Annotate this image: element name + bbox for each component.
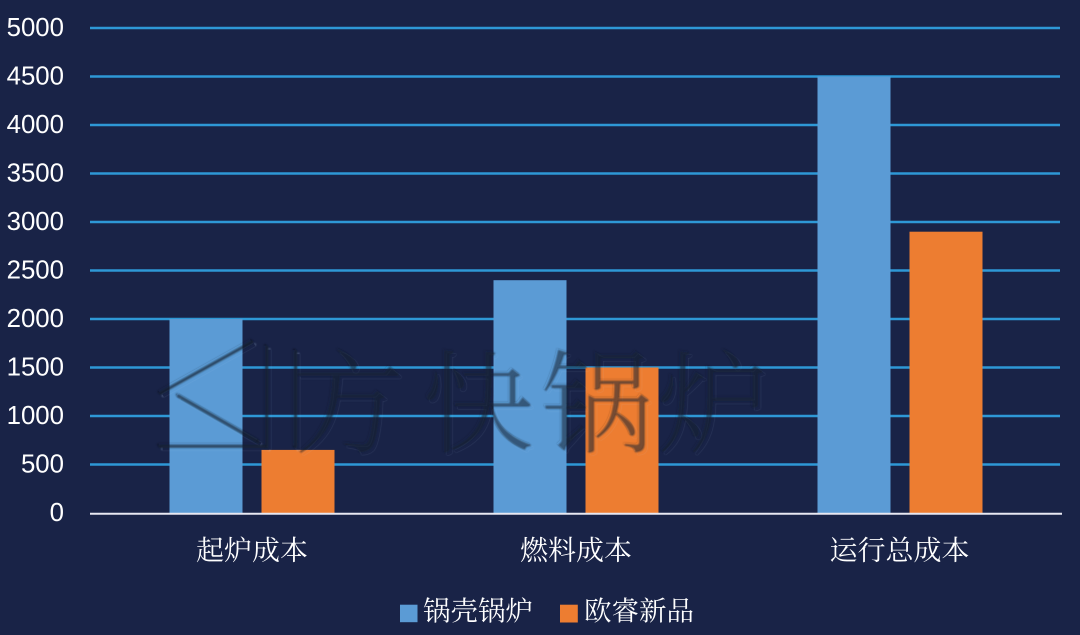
svg-text:4500: 4500 xyxy=(7,63,64,91)
svg-text:500: 500 xyxy=(21,451,64,479)
svg-text:2000: 2000 xyxy=(7,305,64,333)
svg-text:4000: 4000 xyxy=(7,111,64,139)
svg-text:1000: 1000 xyxy=(7,402,64,430)
svg-text:0: 0 xyxy=(50,499,64,527)
svg-text:3000: 3000 xyxy=(7,208,64,236)
svg-text:2500: 2500 xyxy=(7,257,64,285)
svg-text:5000: 5000 xyxy=(7,14,64,42)
svg-text:3500: 3500 xyxy=(7,160,64,188)
svg-text:1500: 1500 xyxy=(7,354,64,382)
